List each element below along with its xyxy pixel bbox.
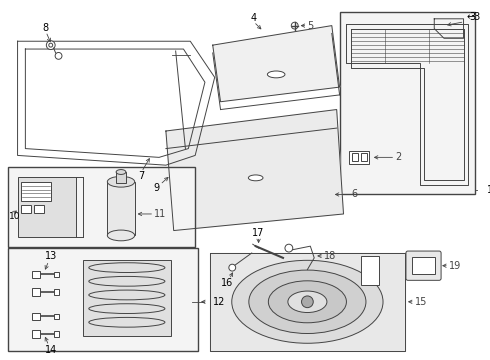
Text: 15: 15 — [415, 297, 427, 307]
Text: 7: 7 — [138, 171, 145, 181]
Bar — [54, 271, 58, 278]
Bar — [352, 153, 358, 161]
Bar — [32, 330, 40, 338]
Text: 14: 14 — [45, 345, 57, 355]
Bar — [349, 150, 369, 164]
Text: 2: 2 — [395, 152, 401, 162]
Bar — [361, 256, 379, 285]
Text: 4: 4 — [251, 13, 257, 23]
Bar — [18, 177, 76, 237]
Circle shape — [47, 41, 55, 50]
Ellipse shape — [107, 230, 135, 241]
Bar — [107, 182, 135, 235]
Circle shape — [49, 43, 53, 47]
Bar — [54, 289, 58, 295]
Bar — [32, 312, 40, 320]
Circle shape — [55, 53, 62, 59]
Text: 11: 11 — [154, 209, 167, 219]
Text: 6: 6 — [351, 189, 357, 199]
Polygon shape — [213, 26, 340, 102]
Bar — [22, 205, 31, 213]
Ellipse shape — [116, 170, 126, 175]
Bar — [116, 172, 126, 183]
Bar — [32, 271, 40, 278]
Text: 17: 17 — [252, 228, 265, 238]
Ellipse shape — [249, 270, 366, 333]
Text: ←3: ←3 — [466, 12, 481, 22]
Circle shape — [301, 296, 313, 308]
Ellipse shape — [232, 260, 383, 343]
Bar — [8, 167, 195, 247]
Polygon shape — [166, 109, 343, 230]
Bar — [54, 331, 58, 337]
Bar — [8, 248, 198, 351]
FancyBboxPatch shape — [406, 251, 441, 280]
Text: 5: 5 — [307, 21, 314, 31]
Bar — [412, 257, 435, 274]
Bar — [34, 205, 44, 213]
Text: 13: 13 — [45, 251, 57, 261]
Bar — [22, 182, 51, 201]
Text: 3: 3 — [469, 12, 475, 22]
Circle shape — [229, 264, 236, 271]
Text: 10: 10 — [9, 212, 20, 221]
Ellipse shape — [248, 175, 263, 181]
Circle shape — [291, 22, 298, 29]
Text: 12: 12 — [213, 297, 225, 307]
Text: 16: 16 — [221, 278, 234, 288]
Bar — [83, 260, 171, 336]
Text: 19: 19 — [449, 261, 461, 271]
Ellipse shape — [268, 71, 285, 78]
Text: 1: 1 — [487, 185, 490, 194]
Text: 8: 8 — [43, 23, 49, 32]
Polygon shape — [210, 253, 405, 351]
Text: 18: 18 — [324, 251, 336, 261]
Bar — [361, 153, 367, 161]
Ellipse shape — [269, 281, 346, 323]
Bar — [32, 288, 40, 296]
Bar — [340, 12, 475, 194]
Ellipse shape — [107, 176, 135, 187]
Circle shape — [285, 244, 293, 252]
Bar — [54, 314, 58, 319]
Text: 9: 9 — [153, 183, 159, 193]
Ellipse shape — [288, 291, 327, 312]
